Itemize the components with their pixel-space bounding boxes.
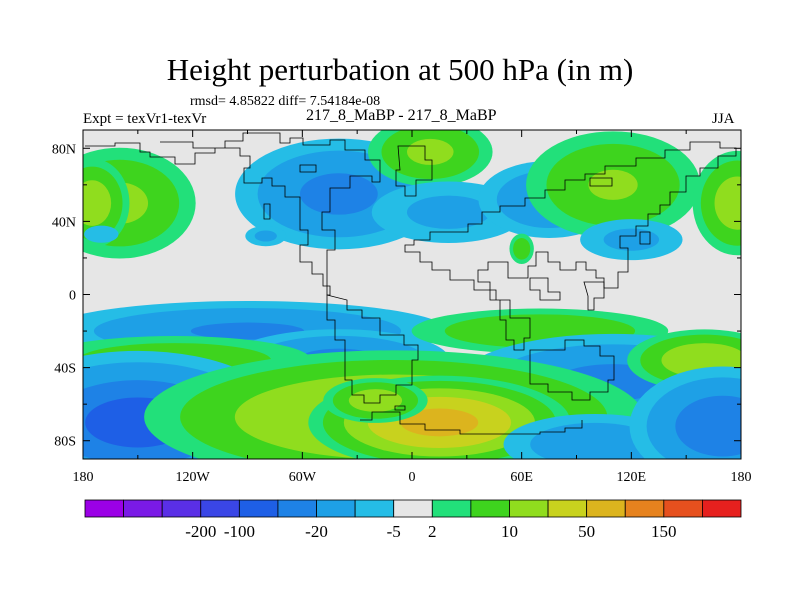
south-america-outline <box>326 294 419 404</box>
colorbar-swatch <box>123 499 163 518</box>
contour-field <box>83 130 741 459</box>
colorbar-swatch <box>277 499 317 518</box>
contour-band <box>513 238 531 260</box>
colorbar-swatch <box>702 499 742 518</box>
x-tick-label: 180 <box>731 470 752 485</box>
stats-line: rmsd= 4.85822 diff= 7.54184e-08 <box>190 94 381 109</box>
australia-outline <box>529 339 615 401</box>
axes: 180 120W 60W 0 60E 120E 180 80N 40N 0 40S 80S <box>52 130 752 485</box>
x-tick-label: 0 <box>409 470 416 485</box>
india-outline <box>583 281 605 311</box>
season-label: JJA <box>712 111 735 127</box>
greenland-outline <box>395 145 433 197</box>
x-tick-label: 120W <box>176 470 211 485</box>
colorbar-label: 2 <box>428 522 437 541</box>
contour-band <box>254 230 277 242</box>
field-anomaly <box>692 150 741 256</box>
colorbar-swatch <box>586 499 626 518</box>
y-tick-label: 40S <box>54 362 76 377</box>
contour-band <box>299 173 378 215</box>
field-anomaly <box>245 225 287 247</box>
colorbar-swatch <box>84 499 124 518</box>
colorbar-label: -200 <box>185 522 216 541</box>
colorbar-swatch <box>200 499 240 518</box>
peninsula-outline <box>394 405 406 411</box>
field-anomaly <box>509 233 534 265</box>
contour-band <box>83 180 112 226</box>
chart-title: Height perturbation at 500 hPa (in m) <box>166 52 634 87</box>
contour-band <box>714 176 741 230</box>
contour-band <box>400 408 479 437</box>
colorbar-swatch <box>161 499 202 518</box>
colorbar: -200 -100 -20 -5 2 10 50 150 <box>84 499 742 541</box>
field-anomaly <box>83 158 130 248</box>
contour-band <box>675 395 741 457</box>
colorbar-swatch <box>316 499 356 518</box>
colorbar-label: -20 <box>305 522 328 541</box>
arctic-island-outline <box>299 164 317 173</box>
x-tick-label: 60W <box>289 470 317 485</box>
y-tick-label: 80S <box>54 435 76 450</box>
contour-band <box>84 225 119 243</box>
field-anomaly <box>629 366 741 459</box>
x-tick-label: 120E <box>617 470 647 485</box>
colorbar-label: 150 <box>651 522 677 541</box>
contour-band <box>348 389 403 412</box>
colorbar-label: -100 <box>224 522 255 541</box>
colorbar-label: -5 <box>387 522 401 541</box>
x-tick-label: 180 <box>73 470 94 485</box>
contour-band <box>406 138 454 165</box>
antarctica-outline <box>360 411 583 435</box>
greenland-inner-outline <box>589 177 613 187</box>
colorbar-swatch <box>354 499 395 518</box>
field-anomaly <box>84 225 119 243</box>
y-tick-label: 80N <box>52 142 76 157</box>
colorbar-swatch <box>547 499 588 518</box>
run-label: 217_8_MaBP - 217_8_MaBP <box>306 107 497 124</box>
y-tick-label: 0 <box>69 289 76 304</box>
japan-outline <box>639 231 651 245</box>
arabia-outline <box>529 277 561 301</box>
experiment-label: Expt = texVr1-texVr <box>83 111 207 127</box>
x-tick-label: 60E <box>510 470 533 485</box>
colorbar-swatch <box>470 499 510 518</box>
contour-band <box>603 228 660 251</box>
y-tick-label: 40N <box>52 215 76 230</box>
colorbar-swatch <box>393 499 433 518</box>
colorbar-label: 10 <box>501 522 518 541</box>
colorbar-swatch <box>238 499 279 518</box>
north-america-outline <box>85 132 381 296</box>
colorbar-swatch <box>663 499 703 518</box>
eurasia-africa-outline <box>404 141 737 351</box>
contour-band <box>406 195 491 229</box>
colorbar-swatch <box>509 499 549 518</box>
field-anomaly <box>367 130 493 187</box>
contour-band <box>588 169 638 200</box>
colorbar-label: 50 <box>578 522 595 541</box>
colorbar-swatch <box>624 499 665 518</box>
colorbar-swatch <box>431 499 472 518</box>
continent-outlines <box>85 132 737 435</box>
hudson-bay-outline <box>263 203 271 220</box>
field-anomaly <box>580 219 683 261</box>
